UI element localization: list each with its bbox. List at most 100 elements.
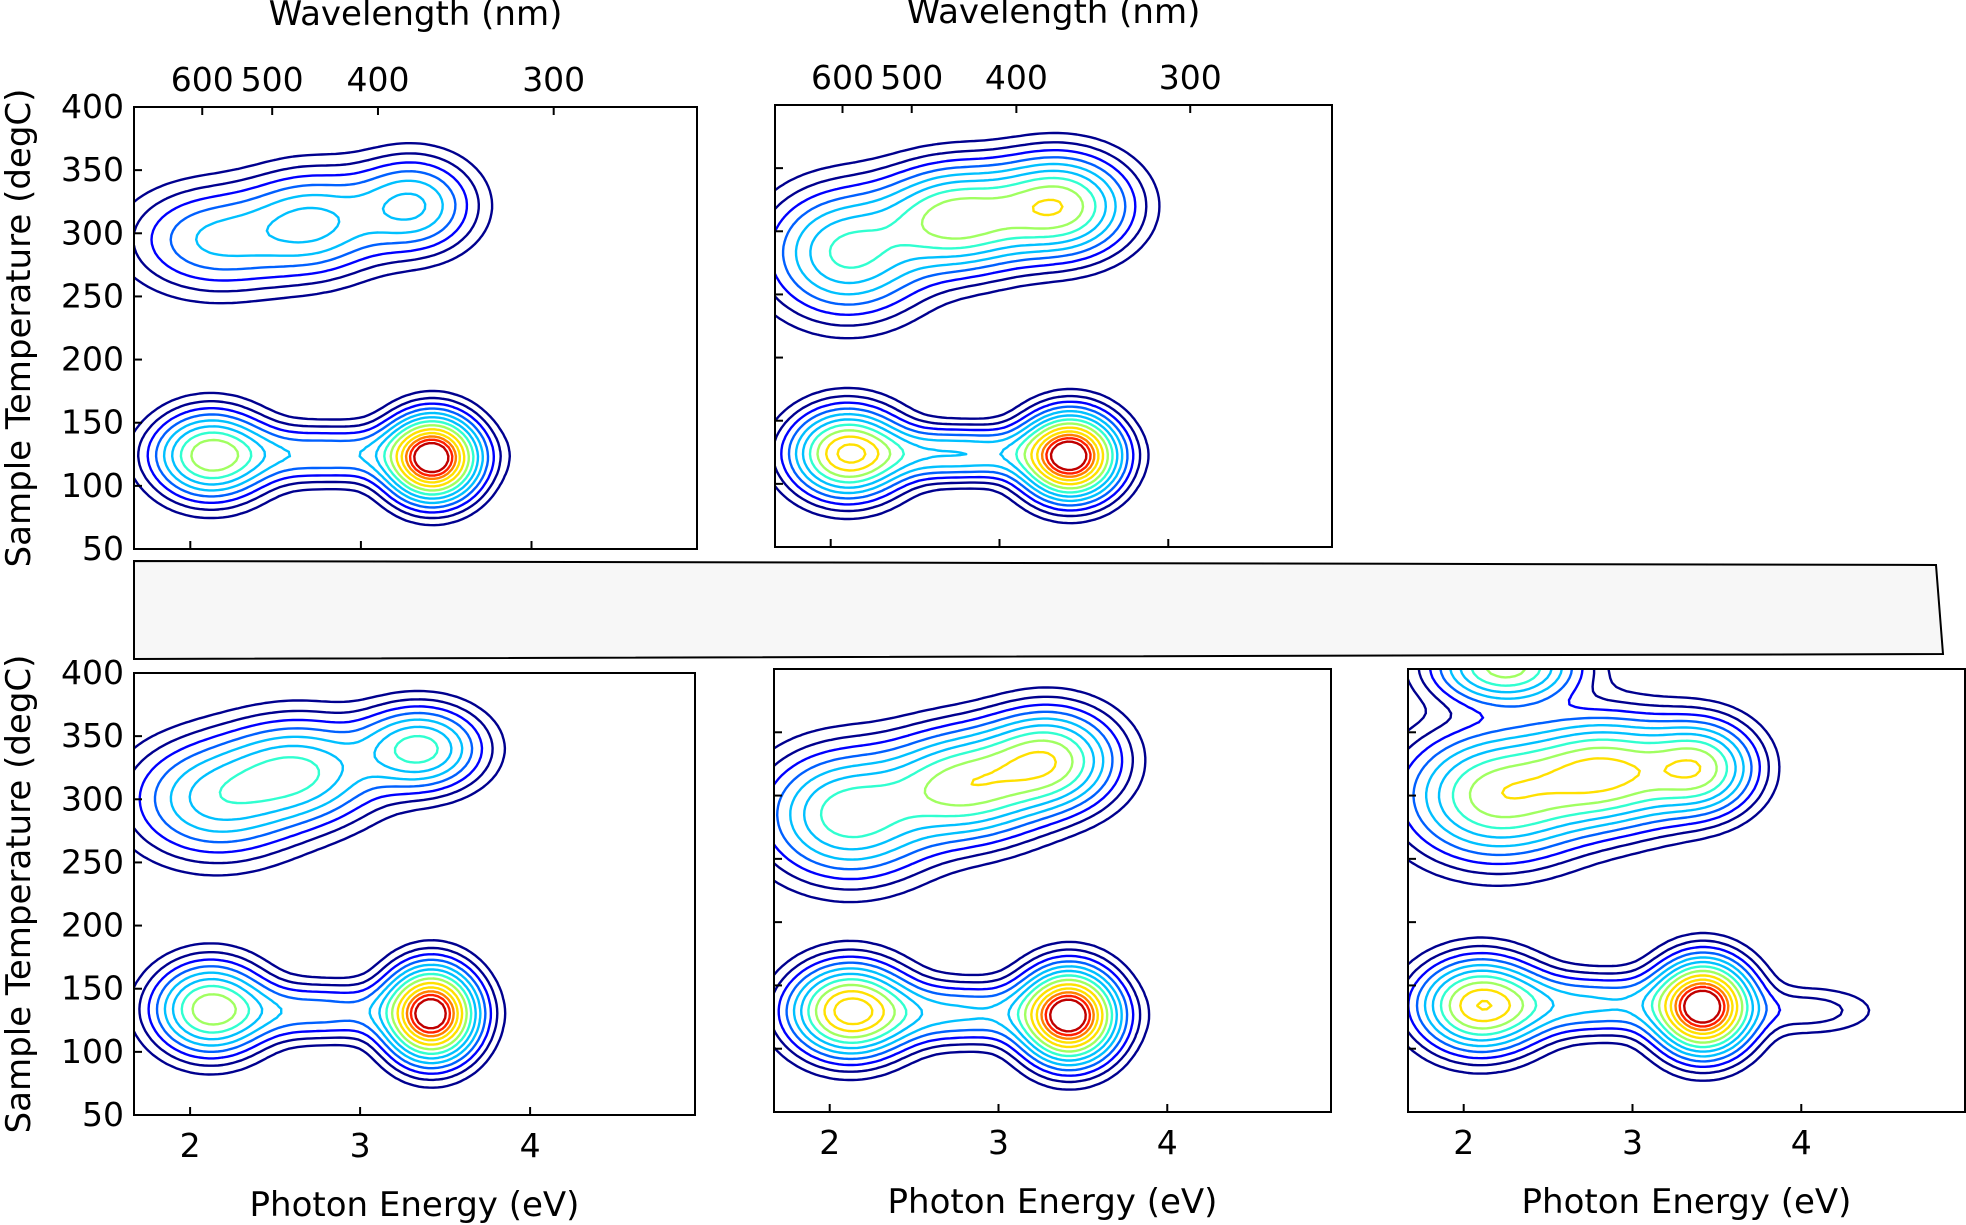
wavelength-tick-label: 300: [1159, 58, 1222, 97]
contour-level-12: [1678, 985, 1726, 1028]
x-axis-label: Photon Energy (eV): [1522, 1182, 1852, 1222]
y-tick-label: 200: [61, 340, 124, 379]
contour-level-5: [163, 718, 482, 1065]
contour-level-12: [1044, 994, 1092, 1037]
x-axis-label: Photon Energy (eV): [250, 1185, 580, 1225]
contour-level-4: [776, 710, 1129, 1072]
contour-lines: [134, 689, 507, 1089]
contour-level-7: [180, 734, 473, 1055]
contour-level-12: [408, 438, 454, 477]
y-tick-label: 200: [61, 906, 124, 945]
contour-level-5: [162, 179, 484, 505]
plot-frame: [1407, 668, 1966, 1113]
contour-level-3: [774, 703, 1135, 1077]
y-tick-label: 300: [61, 779, 124, 818]
contour-level-9: [395, 428, 466, 488]
contour-level-9: [823, 750, 1104, 1049]
plot-frame: [774, 104, 1333, 548]
contour-level-11: [405, 990, 455, 1038]
x-tick-label: 4: [520, 1126, 541, 1165]
contour-level-12: [1045, 437, 1092, 475]
y-tick-label: 150: [61, 403, 124, 442]
contour-level-6: [800, 724, 1118, 1062]
x-tick-label: 2: [819, 1123, 840, 1162]
plot-frame: [773, 668, 1332, 1113]
y-tick-label: 100: [61, 1032, 124, 1071]
contour-level-7: [808, 176, 1114, 494]
contour-level-9: [825, 198, 1105, 486]
y-tick-label: 50: [82, 1095, 124, 1134]
panel-1: 50 100 150 200 250 300 350 400 600 500 400 300 Wavel…: [0, 0, 698, 568]
contour-level-4: [153, 711, 487, 1070]
y-axis-label: Sample Temperature (degC): [0, 655, 39, 1134]
contour-level-13: [1049, 998, 1087, 1033]
contour-level-11: [1040, 433, 1096, 478]
panel-5: 2 3 4 Photon Energy (eV): [1407, 668, 1966, 1222]
contour-level-5: [1423, 669, 1761, 1058]
contour-level-8: [190, 424, 470, 492]
contour-level-13: [1683, 989, 1722, 1024]
x-tick-label: 3: [988, 1123, 1009, 1162]
x-tick-label: 2: [180, 1126, 201, 1165]
panel-2: 600 500 400 300 Wavelength (nm): [774, 0, 1333, 548]
y-tick-label: 250: [61, 276, 124, 315]
y-tick-label: 350: [61, 150, 124, 189]
contour-level-6: [1431, 669, 1754, 1053]
contour-level-13: [1049, 440, 1088, 472]
contour-level-1: [774, 686, 1151, 1091]
wavelength-tick-label: 500: [241, 60, 304, 99]
wavelength-tick-label: 400: [346, 60, 409, 99]
contour-lines: [134, 142, 511, 527]
x-tick-label: 3: [1622, 1123, 1643, 1162]
x-tick-label: 4: [1157, 1123, 1178, 1162]
y-axis-label: Sample Temperature (degC): [0, 89, 39, 568]
contour-level-1: [775, 131, 1161, 525]
y-tick-label: 400: [61, 87, 124, 126]
contour-level-2: [134, 152, 502, 520]
contour-level-2: [1408, 669, 1844, 1075]
wavelength-tick-label: 400: [985, 58, 1048, 97]
top-axis-label: Wavelength (nm): [907, 0, 1201, 32]
contour-level-5: [794, 162, 1124, 503]
contour-level-7: [179, 420, 475, 496]
contour-level-2: [775, 141, 1148, 518]
contour-lines: [775, 131, 1161, 525]
top-axis-label: Wavelength (nm): [269, 0, 563, 34]
contour-level-8: [1448, 669, 1744, 1044]
contour-level-11: [1040, 991, 1095, 1040]
y-tick-label: 300: [61, 213, 124, 252]
x-axis-label: Photon Energy (eV): [888, 1182, 1218, 1222]
contour-level-7: [1439, 669, 1749, 1049]
contour-level-3: [1408, 669, 1782, 1068]
contour-level-11: [1674, 982, 1730, 1032]
x-tick-label: 2: [1453, 1123, 1474, 1162]
plot-frame: [133, 106, 698, 550]
contour-level-3: [138, 705, 493, 1075]
contour-level-5: [789, 717, 1123, 1067]
blank-overlay-box: [133, 559, 1945, 661]
contour-level-3: [775, 149, 1137, 512]
wavelength-tick-label: 600: [171, 60, 234, 99]
contour-level-4: [154, 170, 490, 509]
contour-level-12: [409, 993, 452, 1034]
y-tick-label: 100: [61, 466, 124, 505]
plot-frame: [133, 672, 696, 1116]
contour-level-9: [1459, 757, 1739, 1040]
contour-level-2: [134, 698, 499, 1082]
contour-level-4: [1412, 669, 1768, 1063]
contour-level-4: [781, 156, 1129, 507]
y-tick-label: 50: [82, 529, 124, 568]
panel-3: 50 100 150 200 250 300 350 400 2 3 4 Photon Energy …: [0, 653, 696, 1225]
contour-level-10: [1476, 978, 1734, 1035]
contour-level-10: [401, 986, 459, 1042]
contour-level-10: [833, 987, 1099, 1044]
contour-lines: [774, 686, 1151, 1091]
wavelength-tick-label: 300: [522, 60, 585, 99]
contour-level-3: [146, 161, 495, 514]
contour-level-8: [814, 739, 1109, 1053]
contour-level-9: [396, 981, 464, 1046]
panel-4: 2 3 4 Photon Energy (eV): [773, 668, 1332, 1222]
contour-level-8: [191, 977, 468, 1051]
